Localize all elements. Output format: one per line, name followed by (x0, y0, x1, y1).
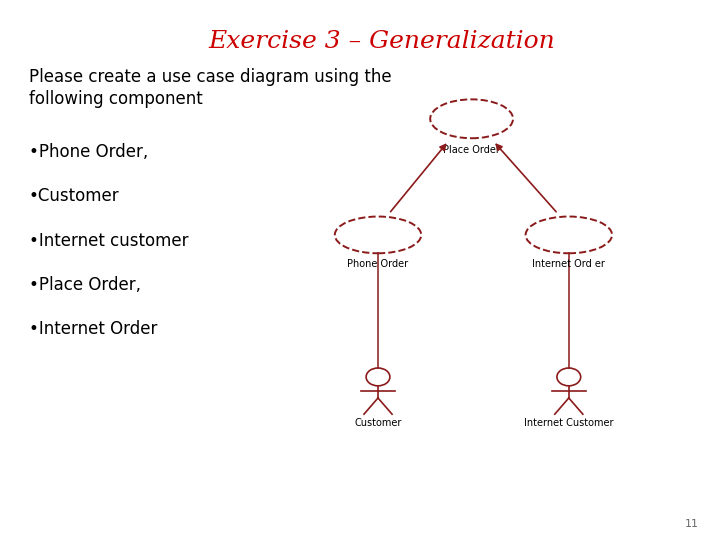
Text: •Phone Order,: •Phone Order, (29, 143, 148, 161)
Text: 11: 11 (685, 519, 698, 529)
Text: •Internet Order: •Internet Order (29, 320, 157, 338)
Text: Internet Ord er: Internet Ord er (532, 259, 606, 269)
Text: •Internet customer: •Internet customer (29, 232, 189, 249)
Text: Please create a use case diagram using the
following component: Please create a use case diagram using t… (29, 68, 392, 107)
Text: Exercise 3 – Generalization: Exercise 3 – Generalization (208, 30, 555, 53)
Text: •Place Order,: •Place Order, (29, 276, 141, 294)
Text: Customer: Customer (354, 418, 402, 429)
Text: Phone Order: Phone Order (348, 259, 408, 269)
Text: Place Order: Place Order (444, 145, 500, 155)
Text: Internet Customer: Internet Customer (524, 418, 613, 429)
Text: •Customer: •Customer (29, 187, 120, 205)
